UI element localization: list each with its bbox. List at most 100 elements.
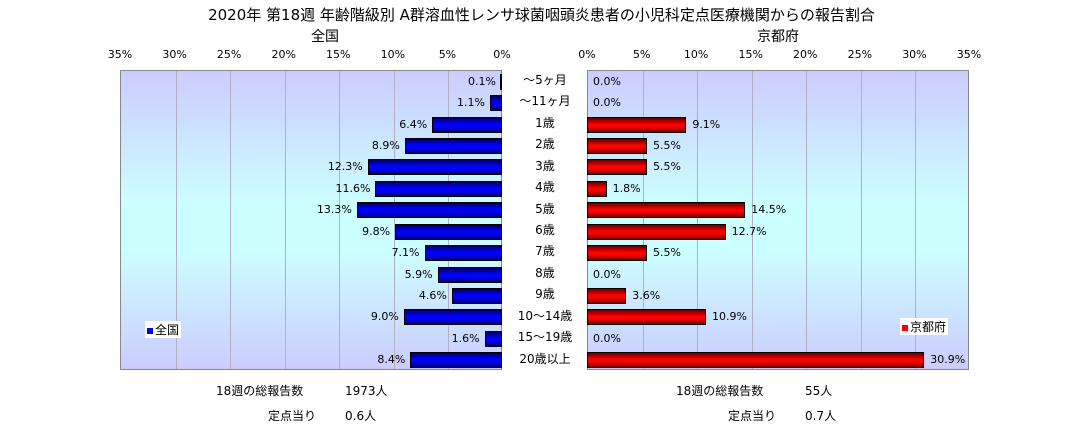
data-label-kyoto: 14.5% (751, 203, 787, 217)
data-label-kyoto: 5.5% (653, 160, 681, 174)
data-label-kyoto: 1.8% (612, 181, 641, 195)
data-label-national: 8.4% (377, 353, 406, 367)
tick-label-left: 15% (326, 48, 351, 61)
bar-national (490, 95, 502, 112)
data-label-national: 1.6% (451, 331, 480, 345)
data-label-national: 7.1% (391, 246, 420, 260)
data-label-kyoto: 30.9% (930, 353, 966, 367)
tick-label-left: 35% (107, 48, 133, 61)
gridline (860, 71, 862, 369)
bar-national (356, 202, 502, 219)
bar-national (437, 266, 502, 283)
data-label-national: 0.1% (467, 74, 496, 88)
gridline (339, 71, 341, 369)
bar-kyoto (587, 159, 648, 176)
category-label: ～11ヶ月 (519, 94, 571, 109)
right-total: 55人 (805, 384, 833, 398)
legend-kyoto: 京都府 (900, 318, 949, 335)
category-label: 10～14歳 (517, 308, 573, 323)
bar-kyoto (587, 116, 687, 133)
category-label: 3歳 (535, 158, 555, 173)
bar-national (367, 159, 502, 176)
tick-label-right: 25% (847, 48, 873, 61)
legend-swatch (902, 324, 908, 331)
bar-kyoto (587, 245, 648, 262)
tick-label-right: 0% (578, 48, 596, 61)
data-label-kyoto: 0.0% (593, 267, 621, 281)
left-per: 0.6人 (345, 409, 377, 423)
legend-national: 全国 (145, 321, 182, 338)
bar-kyoto (587, 202, 746, 219)
data-label-kyoto: 9.1% (692, 117, 721, 131)
data-label-national: 12.3% (327, 160, 363, 174)
left-per-label: 定点当り (268, 409, 317, 423)
gridline (806, 71, 808, 369)
tick-label-left: 10% (380, 48, 406, 61)
legend-label: 全国 (155, 323, 180, 337)
bar-national (432, 116, 502, 133)
data-label-kyoto: 5.5% (653, 246, 681, 260)
bar-national (375, 180, 502, 197)
gridline (393, 71, 395, 369)
gridline (448, 71, 450, 369)
tick-label-left: 5% (438, 48, 457, 61)
category-label: 8歳 (535, 265, 555, 280)
data-label-national: 6.4% (399, 117, 428, 131)
data-label-national: 13.3% (316, 203, 352, 217)
data-label-kyoto: 0.0% (593, 331, 621, 345)
right-panel-title: 京都府 (757, 29, 799, 45)
tick-label-left: 0% (493, 48, 511, 61)
category-label: 20歳以上 (519, 351, 571, 366)
data-label-national: 8.9% (371, 139, 400, 152)
right-total-label: 18週の総報告数 (676, 384, 764, 398)
data-label-national: 9.8% (362, 224, 391, 238)
left-total-label: 18週の総報告数 (216, 384, 304, 398)
legend-label: 京都府 (910, 320, 947, 334)
gridline (284, 71, 286, 369)
data-label-national: 4.6% (418, 289, 447, 302)
tick-label-right: 20% (793, 48, 818, 61)
tick-label-left: 25% (216, 48, 242, 61)
gridline (230, 71, 232, 369)
category-label: 9歳 (535, 287, 555, 302)
tick-label-right: 5% (632, 48, 651, 61)
tick-label-right: 15% (738, 48, 763, 61)
bar-kyoto (587, 288, 627, 304)
tick-label-left: 20% (271, 48, 296, 61)
tick-label-left: 30% (162, 48, 187, 61)
data-label-kyoto: 5.5% (653, 139, 681, 152)
chart-title: 2020年 第18週 年齢階級別 A群溶血性レンサ球菌咽頭炎患者の小児科定点医療… (208, 6, 875, 24)
category-label: ～5ヶ月 (523, 73, 567, 87)
bar-national (403, 309, 502, 326)
left-panel-title: 全国 (311, 29, 339, 45)
category-label: 5歳 (535, 201, 555, 216)
category-label: 1歳 (535, 115, 555, 130)
category-label: 4歳 (535, 180, 555, 195)
left-total: 1973人 (345, 384, 388, 398)
gridline (642, 71, 644, 369)
data-label-national: 1.1% (457, 96, 485, 110)
data-label-kyoto: 12.7% (731, 224, 767, 238)
category-label: 7歳 (535, 244, 555, 259)
gridline (751, 71, 753, 369)
data-label-national: 5.9% (404, 267, 433, 281)
bar-kyoto (587, 223, 726, 240)
bar-kyoto (587, 138, 648, 154)
gridline (175, 71, 177, 369)
data-label-national: 11.6% (335, 181, 371, 195)
data-label-kyoto: 0.0% (593, 74, 621, 88)
bar-national (484, 330, 502, 347)
left-plot-area: 0.1% 1.1% 6.4% 8.9% 12.3% 11.6% 13.3% 9.8% 7.1% 5… (120, 70, 502, 370)
category-label: 2歳 (535, 137, 555, 152)
right-per: 0.7人 (805, 409, 837, 423)
bar-national (404, 138, 502, 154)
bar-national (410, 352, 502, 369)
bar-kyoto (587, 180, 607, 197)
right-per-label: 定点当り (728, 409, 777, 423)
bar-national (424, 245, 502, 262)
gridline (915, 71, 917, 369)
tick-label-right: 35% (956, 48, 982, 61)
legend-swatch (147, 327, 153, 334)
bar-national (451, 288, 502, 304)
data-label-kyoto: 3.6% (632, 289, 661, 302)
